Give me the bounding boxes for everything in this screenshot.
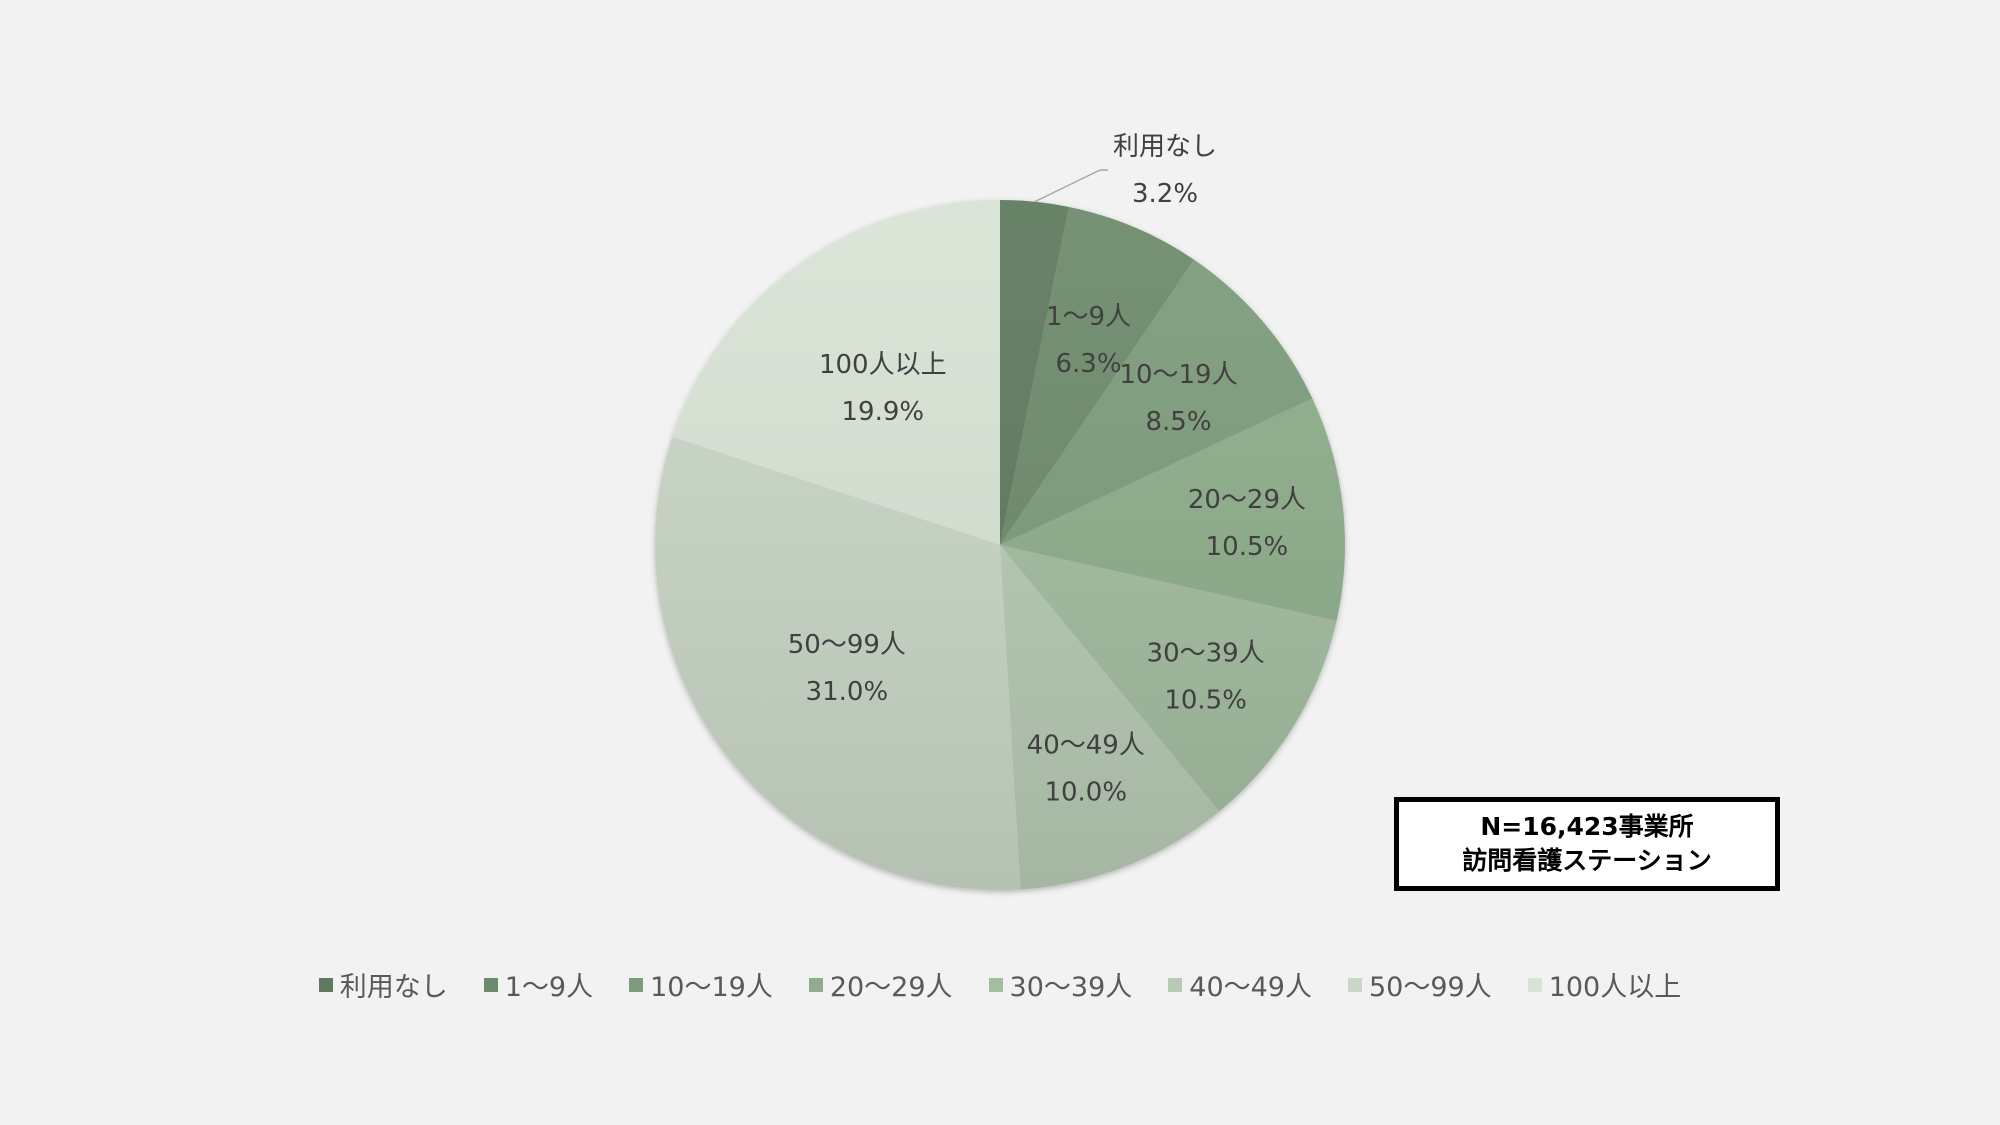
legend-swatch [1527,977,1542,992]
slice-percent-label: 6.3% [1056,349,1122,379]
legend-item: 20～29人 [808,965,953,1004]
legend-label: 1～9人 [504,972,594,1003]
slice-percent-label: 3.2% [1132,179,1198,209]
legend-label: 10～19人 [650,972,773,1003]
note-line-1: N=16,423事業所 [1480,812,1694,841]
legend-swatch [1347,977,1362,992]
legend-item: 40～49人 [1168,965,1312,1004]
slice-category-label: 40～49人 [1027,730,1145,760]
legend-label: 40～49人 [1189,972,1312,1003]
slice-category-label: 50～99人 [788,630,906,660]
legend-swatch [808,977,823,992]
slice-category-label: 100人以上 [819,350,947,380]
slice-percent-label: 8.5% [1145,407,1211,437]
slice-category-label: 20～29人 [1188,485,1306,515]
legend: 利用なし 1～9人 10～19人 20～29人 30～39人 40～49人 50～99人 10… [0,965,2000,1004]
legend-item: 50～99人 [1347,965,1492,1004]
legend-item: 1～9人 [483,965,594,1004]
leader-line [1034,169,1101,203]
slice-percent-label: 10.5% [1164,686,1247,716]
legend-swatch [483,977,498,992]
legend-swatch [318,977,333,992]
slice-percent-label: 10.5% [1206,532,1289,562]
slice-category-label: 利用なし [1113,132,1217,162]
legend-item: 30～39人 [988,965,1133,1004]
legend-item: 100人以上 [1527,965,1682,1004]
legend-swatch [1168,977,1183,992]
legend-label: 利用なし [339,972,448,1003]
slice-labels: 利用なし 3.2% 1～9人 6.3%10～19人 8.5% 20～29人 10.5% 30～… [788,132,1306,807]
legend-label: 30～39人 [1009,972,1133,1003]
slice-category-label: 30～39人 [1147,639,1265,669]
slice-percent-label: 19.9% [841,397,924,427]
slice-category-label: 10～19人 [1119,360,1237,390]
legend-swatch [988,977,1003,992]
legend-item: 10～19人 [629,965,773,1004]
legend-swatch [629,977,644,992]
legend-label: 100人以上 [1548,972,1682,1003]
slice-percent-label: 31.0% [806,677,889,707]
legend-label: 20～29人 [829,972,953,1003]
slice-percent-label: 10.0% [1044,777,1127,807]
slice-category-label: 1～9人 [1046,302,1131,332]
note-line-2: 訪問看護ステーション [1462,846,1712,875]
legend-label: 50～99人 [1368,972,1492,1003]
sample-size-note: N=16,423事業所 訪問看護ステーション [1394,797,1780,891]
legend-item: 利用なし [318,965,448,1004]
